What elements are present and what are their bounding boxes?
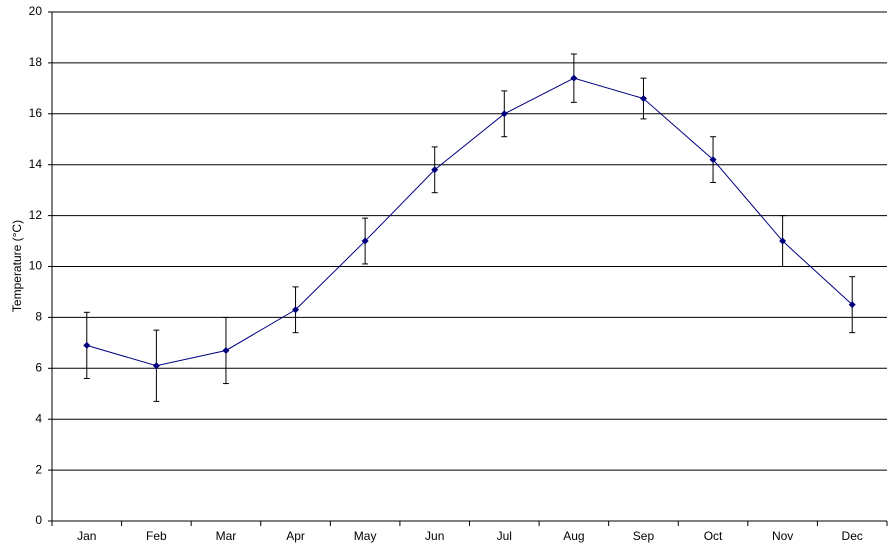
- y-tick-label: 18: [29, 55, 43, 69]
- x-tick-label: Mar: [216, 529, 237, 543]
- x-tick-label: Feb: [146, 529, 167, 543]
- y-tick-label: 16: [29, 106, 43, 120]
- data-line: [86, 77, 853, 367]
- data-point: [639, 95, 647, 103]
- data-point: [83, 341, 91, 349]
- y-tick-label: 12: [29, 208, 43, 222]
- x-tick-label: Aug: [563, 529, 584, 543]
- data-point: [292, 306, 300, 314]
- y-tick-label: 6: [35, 360, 42, 374]
- data-point: [152, 362, 160, 370]
- y-tick-label: 8: [35, 310, 42, 324]
- x-tick-label: Jun: [425, 529, 444, 543]
- y-tick-label: 14: [29, 157, 43, 171]
- data-point: [500, 110, 508, 118]
- data-point: [848, 301, 856, 309]
- x-tick-label: Jan: [77, 529, 96, 543]
- y-tick-label: 4: [35, 411, 42, 425]
- x-tick-label: Apr: [286, 529, 305, 543]
- x-tick-label: Dec: [842, 529, 863, 543]
- data-point: [570, 74, 578, 82]
- y-tick-label: 10: [29, 259, 43, 273]
- x-tick-label: May: [354, 529, 377, 543]
- x-tick-label: Oct: [704, 529, 723, 543]
- x-tick-label: Jul: [497, 529, 512, 543]
- y-axis-label: Temperature (°C): [10, 220, 24, 312]
- y-tick-label: 2: [35, 462, 42, 476]
- data-point: [222, 346, 230, 354]
- x-tick-label: Sep: [633, 529, 655, 543]
- x-tick-label: Nov: [772, 529, 793, 543]
- data-point: [431, 166, 439, 174]
- y-tick-label: 20: [29, 4, 43, 18]
- y-tick-label: 0: [35, 513, 42, 527]
- data-point: [709, 156, 717, 164]
- data-point: [779, 237, 787, 245]
- data-point: [361, 237, 369, 245]
